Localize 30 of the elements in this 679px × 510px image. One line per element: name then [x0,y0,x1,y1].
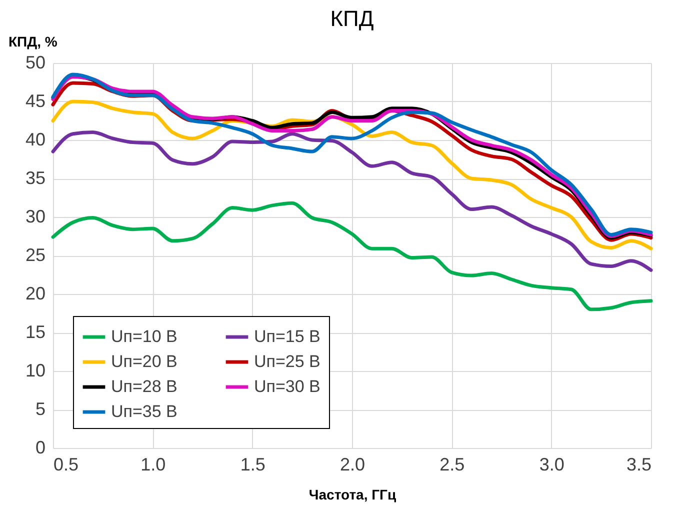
legend-label: Uп=30 В [254,377,320,396]
x-tick-label: 1.5 [240,454,266,474]
line-series [51,130,653,272]
y-tick-label: 15 [25,322,46,342]
chart-title: КПД [330,6,374,31]
x-tick-label: 0.5 [54,454,79,474]
x-tick-label: 2.0 [340,454,366,474]
legend-label: Uп=28 В [111,377,178,396]
y-tick-label: 45 [25,91,46,111]
line-series [51,201,653,312]
x-tick-label: 3.0 [539,454,564,474]
y-tick-label: 35 [25,168,46,188]
x-tick-label: 1.0 [140,454,166,474]
y-tick-label: 5 [35,399,46,419]
y-tick-label: 20 [25,284,46,304]
legend-label: Uп=35 В [111,402,178,421]
y-tick-label: 25 [25,245,46,265]
y-tick-label: 40 [25,130,46,150]
legend-label: Uп=15 В [254,327,320,346]
y-tick-label: 30 [25,206,46,226]
y-axis-title: КПД, % [8,34,58,50]
x-tick-label: 3.5 [626,454,652,474]
legend-label: Uп=25 В [254,352,320,371]
y-tick-label: 50 [25,52,46,72]
legend-label: Uп=20 В [111,352,178,371]
x-axis-title: Частота, ГГц [308,486,396,502]
y-tick-label: 10 [25,360,46,380]
x-tick-label: 2.5 [440,454,465,474]
legend-label: Uп=10 В [111,327,178,346]
y-tick-label: 0 [35,438,46,458]
